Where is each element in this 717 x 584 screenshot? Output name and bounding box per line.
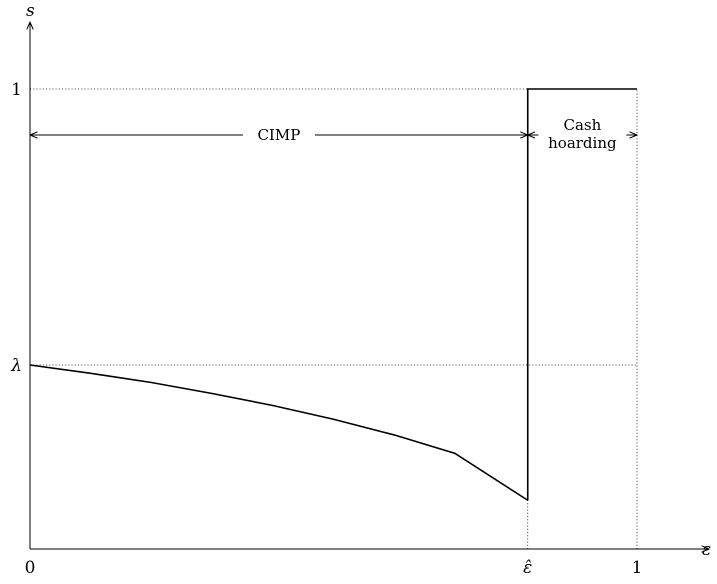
x-tick-label-1: ε̂ (523, 558, 532, 578)
reference-lines (30, 88, 638, 549)
x-axis-label: ε (702, 540, 711, 560)
series-line-0 (29, 364, 529, 501)
series-group (29, 88, 637, 501)
y-axis-label: s (26, 1, 35, 21)
annotation-label-0: CIMP (257, 126, 300, 144)
annotation-label-1-line-0: Cash (563, 116, 601, 134)
x-tick-label-0: 0 (25, 558, 36, 578)
y-tick-label-1: λ (10, 356, 22, 376)
tick-labels: 0 ε̂ 1 1 λ (10, 80, 642, 578)
annotation-label-1-line-1: hoarding (548, 134, 617, 152)
x-tick-label-2: 1 (632, 558, 643, 578)
y-tick-label-0: 1 (11, 80, 22, 100)
series-line-1 (526, 88, 637, 501)
